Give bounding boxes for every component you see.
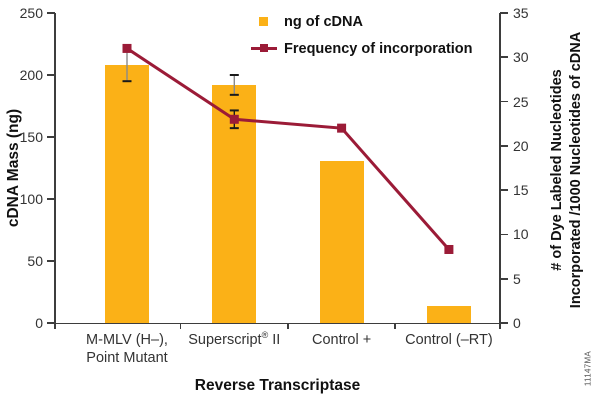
x-category-label: Superscript® II: [188, 330, 281, 348]
y-left-tick-label: 0: [35, 315, 43, 331]
y-left-tick-label: 50: [27, 253, 43, 269]
x-axis-tick: [394, 323, 397, 329]
y-left-tick-label: 200: [19, 67, 43, 83]
x-axis-title: Reverse Transcriptase: [194, 377, 361, 394]
x-axis-tick: [54, 323, 56, 329]
y-left-tick: [47, 12, 55, 14]
y-left-tick: [47, 260, 55, 262]
bar-series-swatch-icon: [259, 17, 268, 26]
y-right-tick: [500, 233, 508, 236]
x-axis-line: [54, 322, 501, 325]
line-series-swatch-icon: [251, 44, 277, 53]
line-point-3: [444, 244, 454, 254]
y-left-tick-label: 250: [19, 5, 43, 21]
y-left-tick: [47, 198, 55, 200]
legend-label-line-series: Frequency of incorporation: [284, 40, 473, 57]
legend: ng of cDNA Frequency of incorporation: [251, 8, 473, 62]
y-right-tick-label: 15: [513, 182, 529, 199]
x-category-label: Control (–RT): [405, 332, 493, 348]
y-right-tick-label: 5: [513, 270, 521, 287]
y-right-tick-label: 0: [513, 315, 521, 331]
legend-item-line-series: Frequency of incorporation: [251, 35, 473, 62]
y-left-tick-label: 150: [19, 129, 43, 145]
x-category-label: Control +: [311, 332, 372, 348]
legend-item-bar-series: ng of cDNA: [251, 8, 473, 35]
y-left-tick: [47, 136, 55, 138]
y-right-tick-label: 35: [513, 5, 529, 21]
y-right-tick-label: 20: [513, 137, 529, 154]
line-point-2: [337, 123, 347, 133]
x-axis-tick: [287, 323, 289, 329]
y-right-tick: [500, 189, 508, 191]
y-right-tick-label: 30: [513, 49, 529, 66]
y-right-tick-label: 10: [513, 226, 529, 243]
y-right-tick: [500, 145, 508, 147]
y-left-tick: [47, 74, 55, 76]
y-right-tick: [500, 277, 508, 280]
y-right-tick: [500, 100, 508, 103]
y-right-tick: [500, 12, 508, 14]
frequency-line: [126, 47, 451, 251]
y-axis-right-title: # of Dye Labeled Nucleotides Incorporate…: [549, 31, 584, 309]
legend-label-bar-series: ng of cDNA: [284, 13, 363, 30]
bar-2: [319, 160, 364, 323]
x-axis-tick: [499, 323, 501, 329]
y-axis-right-line: [499, 13, 501, 324]
y-left-tick-label: 100: [19, 191, 43, 207]
y-left-tick: [47, 322, 55, 324]
bar-0: [105, 65, 149, 323]
y-right-tick: [500, 56, 508, 59]
y-right-tick: [500, 322, 508, 324]
bar-3: [426, 305, 471, 323]
y-right-tick-label: 25: [513, 93, 529, 110]
figure-number-watermark: 11147MA: [583, 350, 593, 387]
y-axis-left-title: cDNA Mass (ng): [5, 108, 22, 228]
x-category-label: M-MLV (H–), Point Mutant: [86, 332, 168, 366]
bar-1: [212, 84, 257, 323]
x-axis-tick: [179, 323, 182, 329]
y-axis-left-line: [54, 13, 56, 324]
line-point-0: [122, 43, 132, 53]
